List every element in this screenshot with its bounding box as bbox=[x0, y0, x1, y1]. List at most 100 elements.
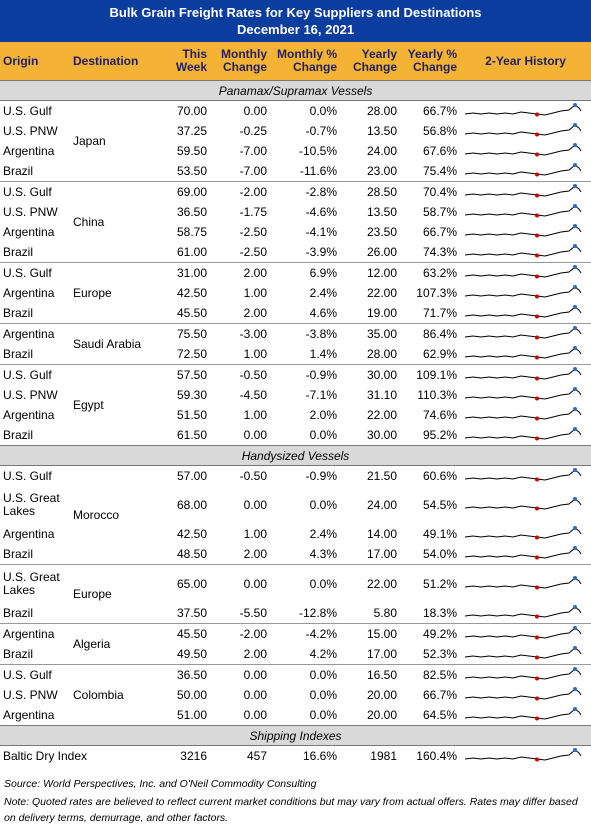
cell-value: 160.4% bbox=[416, 748, 457, 763]
origin: Argentina bbox=[0, 323, 70, 344]
header-line: Yearly % bbox=[407, 47, 457, 61]
origin: U.S. Gulf bbox=[0, 262, 70, 283]
cell-value: 14.00 bbox=[366, 526, 397, 541]
origin: U.S. Gulf bbox=[3, 468, 52, 483]
origin: U.S. Great Lakes bbox=[3, 491, 60, 518]
cell-value: 66.7% bbox=[422, 103, 457, 118]
cell-value: -5.50 bbox=[239, 605, 267, 620]
history-cell bbox=[460, 323, 591, 344]
cell-value: 23.50 bbox=[366, 224, 397, 239]
history-cell bbox=[460, 202, 591, 222]
data-row: U.S. PNW 59.30 -4.50 -7.1% 31.10 110.3% bbox=[0, 385, 591, 405]
cell-value: 0.00 bbox=[210, 564, 270, 603]
cell-value: 0.00 bbox=[243, 707, 267, 722]
sparkline bbox=[463, 264, 583, 280]
cell-value: 65.00 bbox=[165, 564, 210, 603]
cell-value: 24.00 bbox=[366, 143, 397, 158]
cell-value: 2.00 bbox=[210, 262, 270, 283]
header-row: Origin Destination This Week Monthly Change Mo… bbox=[0, 42, 591, 81]
cell-value: -4.1% bbox=[305, 224, 337, 239]
sparkline bbox=[463, 325, 583, 341]
data-row: U.S. Gulf Morocco 57.00 -0.50 -0.9% 21.50 60.6… bbox=[0, 466, 591, 521]
cell-value: 109.1% bbox=[400, 364, 460, 385]
cell-value: 0.0% bbox=[270, 664, 340, 685]
cell-value: 0.00 bbox=[243, 103, 267, 118]
data-row: Baltic Dry Index 3216 457 16.6% 1981 160.4% bbox=[0, 746, 591, 767]
cell-value: -10.5% bbox=[298, 143, 337, 158]
cell-value: 75.4% bbox=[422, 163, 457, 178]
cell-value: -7.00 bbox=[239, 163, 267, 178]
cell-value: -3.00 bbox=[210, 323, 270, 344]
data-row: U.S. Gulf Egypt 57.50 -0.50 -0.9% 30.00 109.1% bbox=[0, 364, 591, 446]
origin: Brazil bbox=[3, 427, 34, 442]
history-cell bbox=[460, 664, 591, 685]
cell-value: 48.50 bbox=[176, 546, 207, 561]
history-cell bbox=[460, 101, 591, 122]
cell-value: 0.00 bbox=[210, 664, 270, 685]
history-cell bbox=[460, 303, 591, 324]
header-line: This bbox=[182, 47, 207, 61]
history-cell bbox=[460, 161, 591, 182]
sparkline bbox=[463, 284, 583, 300]
data-row: Argentina 51.50 1.00 2.0% 22.00 74.6% bbox=[0, 405, 591, 425]
cell-value: 5.80 bbox=[373, 605, 397, 620]
cell-value: 1.00 bbox=[243, 285, 267, 300]
cell-value: 72.50 bbox=[176, 346, 207, 361]
origin: U.S. PNW bbox=[3, 387, 58, 402]
data-row: U.S. PNW 36.50 -1.75 -4.6% 13.50 58.7% bbox=[0, 202, 591, 222]
cell-value: 22.00 bbox=[366, 285, 397, 300]
history-cell bbox=[460, 141, 591, 161]
cell-value: 70.4% bbox=[400, 181, 460, 202]
cell-value: 0.00 bbox=[243, 427, 267, 442]
header-line: Change bbox=[412, 60, 457, 74]
cell-value: 51.00 bbox=[176, 707, 207, 722]
cell-value: 13.50 bbox=[366, 123, 397, 138]
header-line: Change bbox=[292, 60, 337, 74]
sparkline bbox=[463, 386, 583, 402]
origin: U.S. Great Lakes bbox=[0, 564, 70, 603]
cell-value: 37.50 bbox=[176, 605, 207, 620]
cell-value: 59.50 bbox=[176, 143, 207, 158]
cell-value: 16.50 bbox=[340, 664, 400, 685]
cell-value: 50.00 bbox=[176, 687, 207, 702]
cell-value: 0.0% bbox=[309, 687, 337, 702]
sparkline bbox=[463, 223, 583, 239]
freight-table: Bulk Grain Freight Rates for Key Supplie… bbox=[0, 0, 591, 767]
origin: Argentina bbox=[3, 143, 55, 158]
cell-value: 0.00 bbox=[243, 497, 267, 512]
history-cell bbox=[460, 466, 591, 487]
cell-value: 28.50 bbox=[340, 181, 400, 202]
column-header: Yearly Change bbox=[340, 42, 400, 81]
cell-value: 457 bbox=[246, 748, 267, 763]
history-cell bbox=[460, 603, 591, 624]
cell-value: 66.7% bbox=[422, 687, 457, 702]
cell-value: -4.6% bbox=[305, 204, 337, 219]
data-row: Brazil 72.50 1.00 1.4% 28.00 62.9% bbox=[0, 344, 591, 365]
origin: Argentina bbox=[3, 526, 55, 541]
cell-value: 30.00 bbox=[366, 427, 397, 442]
cell-value: 24.00 bbox=[366, 497, 397, 512]
history-cell bbox=[460, 405, 591, 425]
cell-value: 1981 bbox=[370, 748, 397, 763]
history-cell bbox=[460, 644, 591, 665]
origin: U.S. Gulf bbox=[0, 364, 70, 385]
history-cell bbox=[460, 121, 591, 141]
cell-value: -2.00 bbox=[210, 181, 270, 202]
section-row: Handysized Vessels bbox=[0, 445, 591, 466]
data-row: Argentina Saudi Arabia 75.50 -3.00 -3.8% 35.0… bbox=[0, 323, 591, 365]
cell-value: -3.9% bbox=[305, 244, 337, 259]
cell-value: 1.00 bbox=[243, 346, 267, 361]
cell-value: 61.50 bbox=[176, 427, 207, 442]
cell-value: 59.30 bbox=[176, 387, 207, 402]
cell-value: 31.00 bbox=[165, 262, 210, 283]
column-header: Origin bbox=[0, 42, 70, 81]
sparkline bbox=[463, 203, 583, 219]
cell-value: 16.6% bbox=[302, 748, 337, 763]
origin: U.S. Gulf bbox=[3, 103, 52, 118]
cell-value: 74.3% bbox=[422, 244, 457, 259]
origin: Brazil bbox=[3, 163, 34, 178]
data-row: Brazil 61.00 -2.50 -3.9% 26.00 74.3% bbox=[0, 242, 591, 263]
data-row: Brazil 37.50 -5.50 -12.8% 5.80 18.3% bbox=[0, 603, 591, 624]
history-cell bbox=[460, 486, 591, 524]
cell-value: 52.3% bbox=[422, 646, 457, 661]
